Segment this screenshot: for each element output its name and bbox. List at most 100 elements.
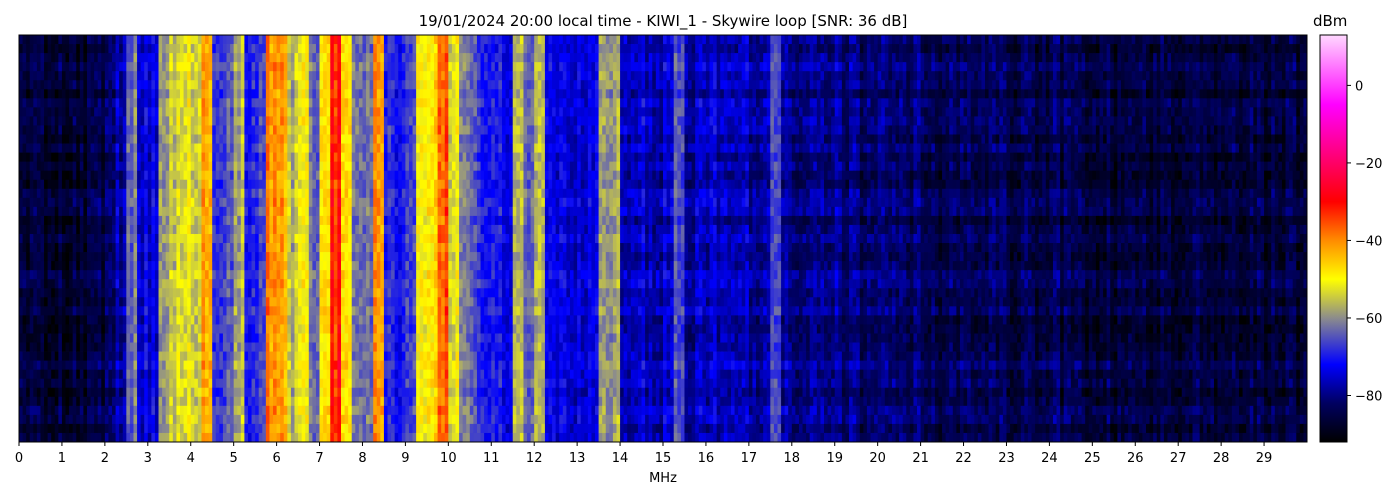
heatmap-cell [301, 62, 306, 72]
heatmap-cell [237, 71, 242, 81]
heatmap-cell [190, 378, 195, 389]
heatmap-cell [230, 233, 235, 244]
heatmap-cell [40, 152, 45, 163]
heatmap-cell [72, 215, 77, 226]
heatmap-cell [94, 161, 99, 172]
heatmap-cell [280, 324, 285, 334]
heatmap-cell [126, 423, 131, 434]
heatmap-cell [240, 89, 245, 99]
heatmap-cell [258, 324, 263, 334]
heatmap-cell [147, 134, 152, 144]
heatmap-cell [133, 378, 138, 389]
heatmap-cell [129, 432, 134, 443]
heatmap-cell [129, 351, 134, 361]
heatmap-cell [358, 252, 363, 262]
heatmap-cell [126, 351, 131, 361]
heatmap-cell [398, 261, 403, 271]
heatmap-cell [394, 243, 399, 253]
heatmap-cell [262, 261, 267, 271]
heatmap-cell [183, 89, 188, 99]
heatmap-cell [197, 80, 202, 90]
heatmap-cell [251, 423, 256, 434]
heatmap-cell [140, 224, 145, 235]
heatmap-cell [115, 134, 120, 144]
heatmap-cell [398, 71, 403, 81]
heatmap-cell [294, 360, 299, 371]
heatmap-cell [362, 170, 367, 181]
heatmap-cell [376, 80, 381, 90]
heatmap-cell [301, 125, 306, 135]
heatmap-cell [158, 143, 163, 153]
heatmap-cell [265, 188, 270, 199]
heatmap-cell [369, 89, 374, 99]
heatmap-cell [194, 351, 199, 361]
heatmap-cell [51, 306, 56, 316]
heatmap-cell [197, 161, 202, 172]
heatmap-cell [172, 351, 177, 361]
heatmap-cell [255, 297, 260, 307]
heatmap-cell [394, 378, 399, 389]
heatmap-cell [61, 306, 66, 316]
heatmap-cell [165, 143, 170, 153]
heatmap-cell [341, 134, 345, 144]
heatmap-cell [133, 98, 138, 108]
heatmap-cell [326, 243, 331, 253]
heatmap-cell [108, 233, 113, 244]
heatmap-cell [323, 152, 328, 163]
heatmap-cell [330, 143, 335, 153]
heatmap-cell [215, 35, 220, 45]
heatmap-cell [47, 71, 52, 81]
heatmap-cell [283, 279, 288, 289]
heatmap-cell [308, 342, 313, 352]
heatmap-cell [119, 35, 124, 45]
heatmap-cell [383, 306, 388, 316]
heatmap-cell [326, 62, 331, 72]
heatmap-cell [398, 233, 403, 244]
heatmap-cell [65, 333, 70, 343]
heatmap-cell [83, 396, 88, 407]
heatmap-cell [348, 143, 353, 153]
heatmap-cell [33, 306, 38, 316]
heatmap-cell [312, 188, 317, 199]
heatmap-cell [380, 324, 385, 334]
heatmap-cell [269, 206, 274, 217]
heatmap-cell [97, 414, 102, 425]
heatmap-cell [33, 98, 38, 108]
heatmap-cell [183, 215, 188, 226]
heatmap-cell [36, 215, 41, 226]
heatmap-cell [276, 80, 281, 90]
heatmap-cell [333, 125, 338, 135]
heatmap-cell [112, 324, 116, 334]
heatmap-cell [137, 170, 142, 181]
heatmap-cell [151, 351, 156, 361]
heatmap-cell [287, 179, 292, 190]
heatmap-cell [333, 324, 338, 334]
heatmap-cell [265, 44, 270, 54]
heatmap-cell [308, 179, 313, 190]
heatmap-cell [183, 143, 188, 153]
heatmap-cell [387, 261, 392, 271]
heatmap-cell [158, 134, 163, 144]
heatmap-cell [83, 324, 88, 334]
heatmap-cell [358, 315, 363, 325]
heatmap-cell [294, 378, 299, 389]
heatmap-cell [26, 405, 31, 416]
heatmap-cell [265, 224, 270, 235]
heatmap-cell [97, 252, 102, 262]
heatmap-cell [323, 396, 328, 407]
heatmap-cell [158, 116, 163, 126]
heatmap-cell [301, 342, 306, 352]
heatmap-cell [276, 134, 281, 144]
heatmap-cell [101, 288, 106, 298]
heatmap-cell [391, 71, 396, 81]
heatmap-cell [283, 342, 288, 352]
heatmap-cell [83, 279, 88, 289]
heatmap-cell [22, 206, 27, 217]
heatmap-cell [305, 369, 310, 380]
heatmap-cell [208, 306, 213, 316]
heatmap-cell [344, 179, 349, 190]
heatmap-cell [119, 206, 124, 217]
heatmap-cell [208, 333, 213, 343]
heatmap-cell [33, 252, 38, 262]
heatmap-cell [401, 288, 406, 298]
